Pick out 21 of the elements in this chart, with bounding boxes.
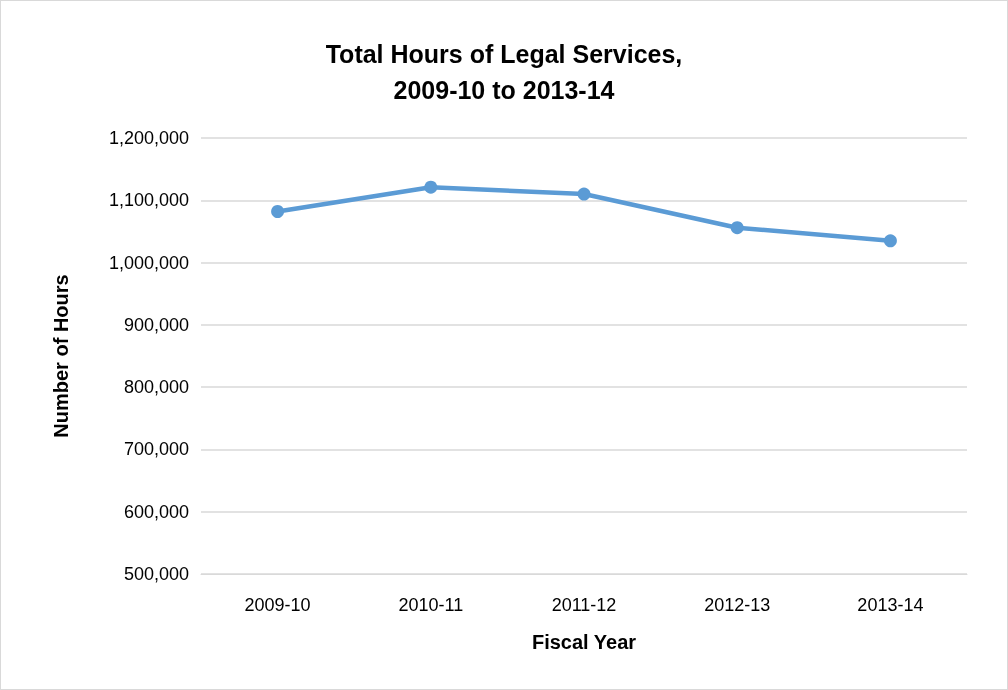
- x-axis-title: Fiscal Year: [531, 631, 637, 653]
- chart-title: Total Hours of Legal Services, 2009-10 to 2013-14: [325, 40, 683, 104]
- y-tick-label: 500,000: [123, 564, 189, 584]
- x-tick-label: 2010-11: [398, 595, 464, 615]
- point: [883, 234, 897, 248]
- x-tick-label: 2009-10: [244, 595, 311, 615]
- y-tick-label: 800,000: [123, 377, 189, 398]
- y-tick-label: 1,000,000: [108, 252, 189, 273]
- point: [577, 187, 591, 201]
- x-tick-label: 2011-12: [551, 595, 617, 615]
- y-axis-title: Number of Hours: [50, 274, 72, 438]
- point: [730, 221, 744, 235]
- y-tick-label: 1,200,000: [108, 128, 189, 148]
- point: [424, 180, 438, 194]
- point: [271, 205, 285, 218]
- y-tick-label: 1,100,000: [108, 190, 189, 211]
- x-tick-label: 2012-13: [704, 595, 771, 615]
- y-tick-label: 600,000: [123, 501, 189, 522]
- y-tick-label: 700,000: [123, 439, 189, 460]
- y-tick-label: 900,000: [123, 314, 189, 335]
- x-tick-label: 2013-14: [857, 595, 924, 615]
